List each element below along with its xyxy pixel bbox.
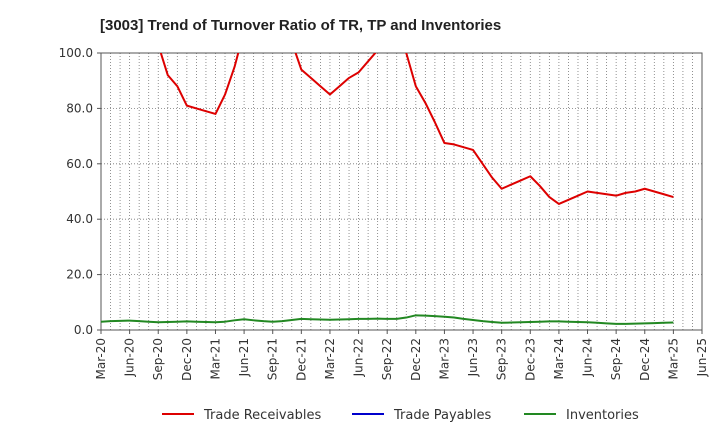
x-tick-label: Dec-22 [409, 338, 423, 381]
x-tick-label: Dec-24 [638, 338, 652, 381]
x-tick-label: Mar-25 [666, 338, 680, 379]
plot-frame [100, 52, 703, 331]
x-axis: Mar-20 Jun-20 Sep-20 Dec-20 Mar-21 Jun-21 Sep-… [94, 330, 709, 381]
legend-label-1: Trade Payables [393, 408, 491, 423]
x-tick-label: Mar-23 [437, 338, 451, 379]
x-tick-label: Dec-21 [294, 338, 308, 381]
y-tick-label: 40.0 [66, 212, 93, 226]
x-tick-label: Sep-22 [380, 338, 394, 380]
y-tick-label: 60.0 [66, 157, 93, 171]
x-tick-label: Jun-22 [352, 338, 366, 377]
y-tick-label: 20.0 [66, 268, 93, 282]
chart-title: [3003] Trend of Turnover Ratio of TR, TP… [100, 17, 501, 34]
legend: Trade Receivables Trade Payables Inventori… [162, 408, 639, 423]
x-tick-label: Mar-21 [208, 338, 222, 379]
x-tick-label: Sep-21 [266, 338, 280, 380]
y-tick-label: 0.0 [74, 323, 93, 337]
x-tick-label: Jun-20 [123, 338, 137, 377]
x-tick-label: Mar-20 [94, 338, 108, 379]
x-tick-label: Jun-25 [695, 338, 709, 377]
plot-area [101, 53, 674, 325]
y-tick-label: 100.0 [59, 46, 93, 60]
x-tick-label: Dec-23 [523, 338, 537, 381]
legend-label-0: Trade Receivables [203, 408, 321, 423]
x-tick-label: Dec-20 [180, 338, 194, 381]
legend-label-2: Inventories [566, 408, 639, 423]
x-tick-label: Sep-23 [495, 338, 509, 380]
x-tick-label: Sep-20 [151, 338, 165, 380]
x-tick-label: Mar-22 [323, 338, 337, 379]
series-line-0 [159, 53, 674, 205]
x-tick-label: Jun-23 [466, 338, 480, 377]
x-tick-label: Jun-24 [581, 338, 595, 377]
y-axis: 0.0 20.0 40.0 60.0 80.0 100.0 [59, 46, 101, 337]
x-tick-label: Sep-24 [609, 338, 623, 380]
x-tick-label: Mar-24 [552, 338, 566, 379]
series-line-2 [101, 314, 674, 325]
grid [100, 52, 703, 331]
x-tick-label: Jun-21 [237, 338, 251, 377]
y-tick-label: 80.0 [66, 101, 93, 115]
